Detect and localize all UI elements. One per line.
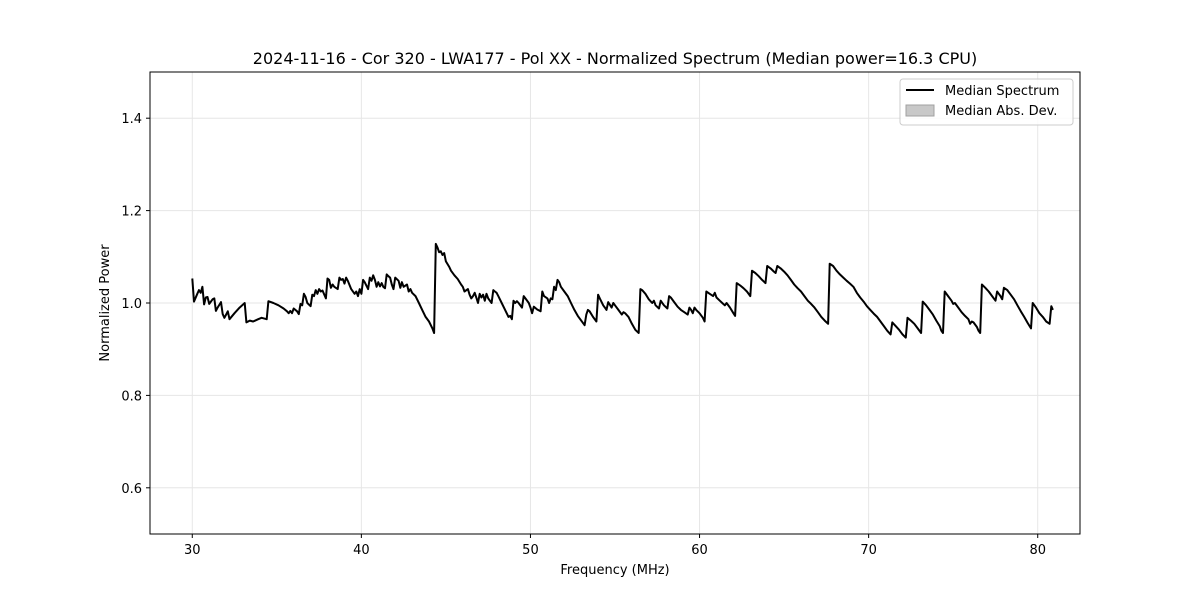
x-tick-label: 50 <box>522 543 539 558</box>
y-tick-label: 1.0 <box>121 297 142 312</box>
median-spectrum-line <box>191 242 1054 339</box>
legend-box <box>899 78 1074 126</box>
legend-label-median-spectrum: Median Spectrum <box>945 84 1059 99</box>
x-tick-label: 40 <box>353 543 370 558</box>
x-tick-label: 60 <box>691 543 708 558</box>
x-axis-label: Frequency (MHz) <box>560 563 669 578</box>
y-tick-label: 0.8 <box>121 389 142 404</box>
chart-title: 2024-11-16 - Cor 320 - LWA177 - Pol XX -… <box>253 49 977 68</box>
y-tick-label: 1.2 <box>121 205 142 220</box>
axis-ticks: 30 40 50 60 70 80 0.6 0.8 1.0 1.2 1.4 <box>121 112 1046 558</box>
y-tick-label: 0.6 <box>121 482 142 497</box>
y-tick-label: 1.4 <box>121 112 142 127</box>
legend-label-median-abs-dev: Median Abs. Dev. <box>945 104 1057 119</box>
x-tick-label: 70 <box>860 543 877 558</box>
series-layer <box>191 242 1054 339</box>
legend: Median Spectrum Median Abs. Dev. <box>899 78 1074 126</box>
legend-patch-swatch <box>905 104 935 117</box>
x-tick-label: 80 <box>1029 543 1046 558</box>
x-tick-label: 30 <box>184 543 201 558</box>
y-axis-label: Normalized Power <box>98 244 113 362</box>
